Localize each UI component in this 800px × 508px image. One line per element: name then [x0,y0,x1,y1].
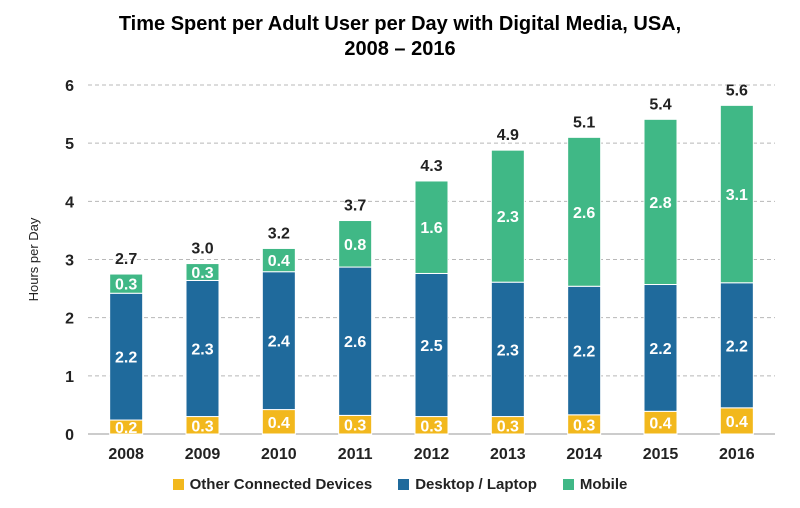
bar-segment [261,409,296,435]
y-tick-label: 0 [65,427,74,444]
bar-total-label: 3.2 [268,225,290,242]
bar-total-label: 5.4 [649,96,671,113]
segment-value-label: 0.4 [268,253,290,270]
legend-item-mobile: Mobile [562,476,628,493]
bar-total-label: 4.3 [420,158,442,175]
x-tick-label: 2012 [414,446,450,463]
bar-segment [414,272,449,418]
segment-value-label: 0.8 [344,237,366,254]
legend-swatch-mobile [562,479,574,490]
x-tick-label: 2010 [261,446,297,463]
legend-label-mobile: Mobile [579,476,628,493]
segment-value-label: 0.4 [726,414,748,431]
segment-value-label: 2.3 [191,341,213,358]
legend-label-desktop-laptop: Desktop / Laptop [415,476,537,493]
y-tick-label: 6 [65,78,74,95]
segment-value-label: 2.2 [726,338,748,355]
segment-value-label: 0.4 [649,416,671,433]
legend-swatch-other-devices [172,479,184,490]
legend-item-other-devices: Other Connected Devices [172,476,373,493]
bar-segment [414,180,449,274]
y-tick-label: 3 [65,253,74,270]
stacked-bar-chart: 0 1 2 3 4 5 6 Hours per Day 0.2 2.2 0.3 2.7 2008 0.3 2… [26,78,775,463]
bar-segment [490,149,525,283]
legend-label-other-devices: Other Connected Devices [189,476,373,493]
segment-value-label: 0.3 [191,418,213,435]
y-tick-label: 4 [65,194,74,211]
chart-title: Time Spent per Adult User per Day with D… [0,12,800,62]
bar-segment [261,271,296,411]
bar-segment [643,284,678,412]
bar-segment [338,220,373,268]
bar-segment [490,281,525,418]
legend-swatch-desktop-laptop [398,479,410,490]
x-tick-label: 2015 [643,446,679,463]
segment-value-label: 0.3 [115,277,137,294]
bar-segment [261,247,296,273]
segment-value-label: 2.5 [420,338,442,355]
segment-value-label: 2.8 [649,195,671,212]
x-tick-label: 2014 [566,446,602,463]
chart-title-line-1: Time Spent per Adult User per Day with D… [118,13,682,35]
bar-total-label: 4.9 [497,127,519,144]
x-tick-label: 2013 [490,446,526,463]
bar-segment [719,282,754,409]
segment-value-label: 0.3 [344,418,366,435]
bar-total-label: 5.1 [573,114,595,131]
bar-segment [643,118,678,286]
bar-segment [109,292,144,421]
x-tick-label: 2009 [185,446,221,463]
bar-segment [567,285,602,416]
x-tick-label: 2016 [719,446,755,463]
segment-value-label: 2.2 [115,350,137,367]
bar-total-label: 2.7 [115,251,137,268]
chart-legend: Other Connected Devices Desktop / Laptop… [0,476,800,493]
bar-total-label: 3.7 [344,198,366,215]
y-tick-label: 1 [65,369,74,386]
bar-segment [109,273,144,294]
bar-segment [185,279,220,418]
segment-value-label: 0.3 [497,418,519,435]
segment-value-label: 1.6 [420,220,442,237]
chart-title-line-2: 2008 – 2016 [344,38,456,60]
y-tick-label: 5 [65,136,74,153]
segment-value-label: 2.3 [497,342,519,359]
segment-value-label: 0.3 [420,418,442,435]
y-tick-label: 2 [65,311,74,328]
segment-value-label: 2.2 [649,341,671,358]
segment-value-label: 2.6 [573,205,595,222]
x-tick-label: 2008 [108,446,144,463]
segment-value-label: 0.2 [115,420,137,437]
x-tick-label: 2011 [338,446,373,463]
y-axis-title: Hours per Day [26,217,41,301]
legend-item-desktop-laptop: Desktop / Laptop [398,476,537,493]
bar-total-label: 5.6 [726,82,748,99]
segment-value-label: 3.1 [726,187,748,204]
bar-segment [719,104,754,284]
segment-value-label: 0.4 [268,415,290,432]
bar-total-label: 3.0 [191,241,213,258]
segment-value-label: 0.3 [573,417,595,434]
bar-segment [338,266,373,416]
segment-value-label: 2.2 [573,344,595,361]
bar-segment [567,136,602,287]
bar-segment [185,263,220,281]
segment-value-label: 2.3 [497,209,519,226]
segment-value-label: 0.3 [191,265,213,282]
segment-value-label: 2.4 [268,334,290,351]
segment-value-label: 2.6 [344,334,366,351]
